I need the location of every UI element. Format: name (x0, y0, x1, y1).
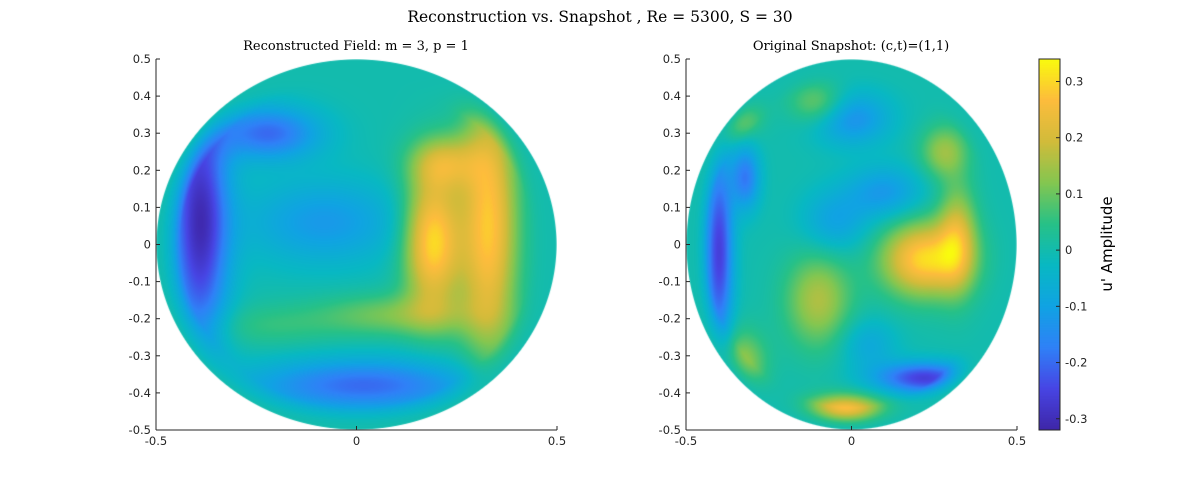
colorbar-tick-label: 0.2 (1065, 131, 1083, 145)
right-y-tick-label: 0.4 (663, 89, 681, 103)
left-y-tick-label: 0.5 (133, 52, 151, 66)
colorbar-gradient (1039, 59, 1060, 430)
left-axes: Reconstructed Field: m = 3, p = 1 -0.5 0 0… (129, 39, 567, 448)
right-y-tick-label: -0.2 (659, 312, 681, 326)
left-y-tick-label: 0.1 (133, 200, 151, 214)
left-y-tick-label: -0.1 (129, 275, 151, 289)
colorbar-tick-label: -0.1 (1065, 299, 1087, 313)
left-y-tick-label: -0.3 (129, 349, 151, 363)
left-y-tick-label: 0.2 (133, 163, 151, 177)
left-panel-title: Reconstructed Field: m = 3, p = 1 (243, 39, 469, 54)
right-y-tick-label: 0 (674, 238, 681, 252)
left-y-tick-label: -0.4 (129, 386, 151, 400)
right-y-tick-label: -0.3 (659, 349, 681, 363)
right-heatmap (686, 59, 1017, 430)
left-y-tick-label: 0.3 (133, 126, 151, 140)
colorbar-gradient-holder (1039, 59, 1060, 430)
left-y-tick-label: -0.2 (129, 312, 151, 326)
left-y-tick-label: -0.5 (129, 423, 151, 437)
figure-title: Reconstruction vs. Snapshot , Re = 5300,… (407, 8, 792, 26)
colorbar-tick-label: 0.1 (1065, 187, 1083, 201)
right-y-tick-label: 0.5 (663, 52, 681, 66)
right-y-tick-label: 0.2 (663, 163, 681, 177)
colorbar-frame (1038, 58, 1061, 431)
right-y-tick-label: 0.1 (663, 200, 681, 214)
right-y-tick-label: -0.5 (659, 423, 681, 437)
colorbar-tick-label: -0.3 (1065, 412, 1087, 426)
colorbar-tick-label: 0.3 (1065, 74, 1083, 88)
right-y-tick-label: 0.3 (663, 126, 681, 140)
right-panel-title: Original Snapshot: (c,t)=(1,1) (753, 39, 949, 54)
left-heatmap (156, 59, 557, 430)
left-x-tick-label: 0 (353, 434, 360, 448)
left-y-tick-label: 0 (144, 238, 151, 252)
colorbar-tick-label: -0.2 (1065, 356, 1087, 370)
left-y-tick-label: 0.4 (133, 89, 151, 103)
colorbar: 0.3 0.2 0.1 0 -0.1 -0.2 -0.3 u' Amplitude (1038, 58, 1116, 431)
right-x-tick-label: -0.5 (675, 434, 697, 448)
left-x-tick-label: -0.5 (145, 434, 167, 448)
left-heatmap-holder (156, 59, 557, 430)
right-y-tick-label: -0.4 (659, 386, 681, 400)
right-x-tick-label: 0 (848, 434, 855, 448)
left-x-tick-label: 0.5 (548, 434, 566, 448)
right-axes: Original Snapshot: (c,t)=(1,1) -0.5 0 0.5 0… (659, 39, 1027, 448)
colorbar-label: u' Amplitude (1098, 196, 1116, 291)
right-heatmap-holder (686, 59, 1017, 430)
right-y-tick-label: -0.1 (659, 275, 681, 289)
colorbar-tick-label: 0 (1065, 243, 1072, 257)
right-x-tick-label: 0.5 (1008, 434, 1026, 448)
